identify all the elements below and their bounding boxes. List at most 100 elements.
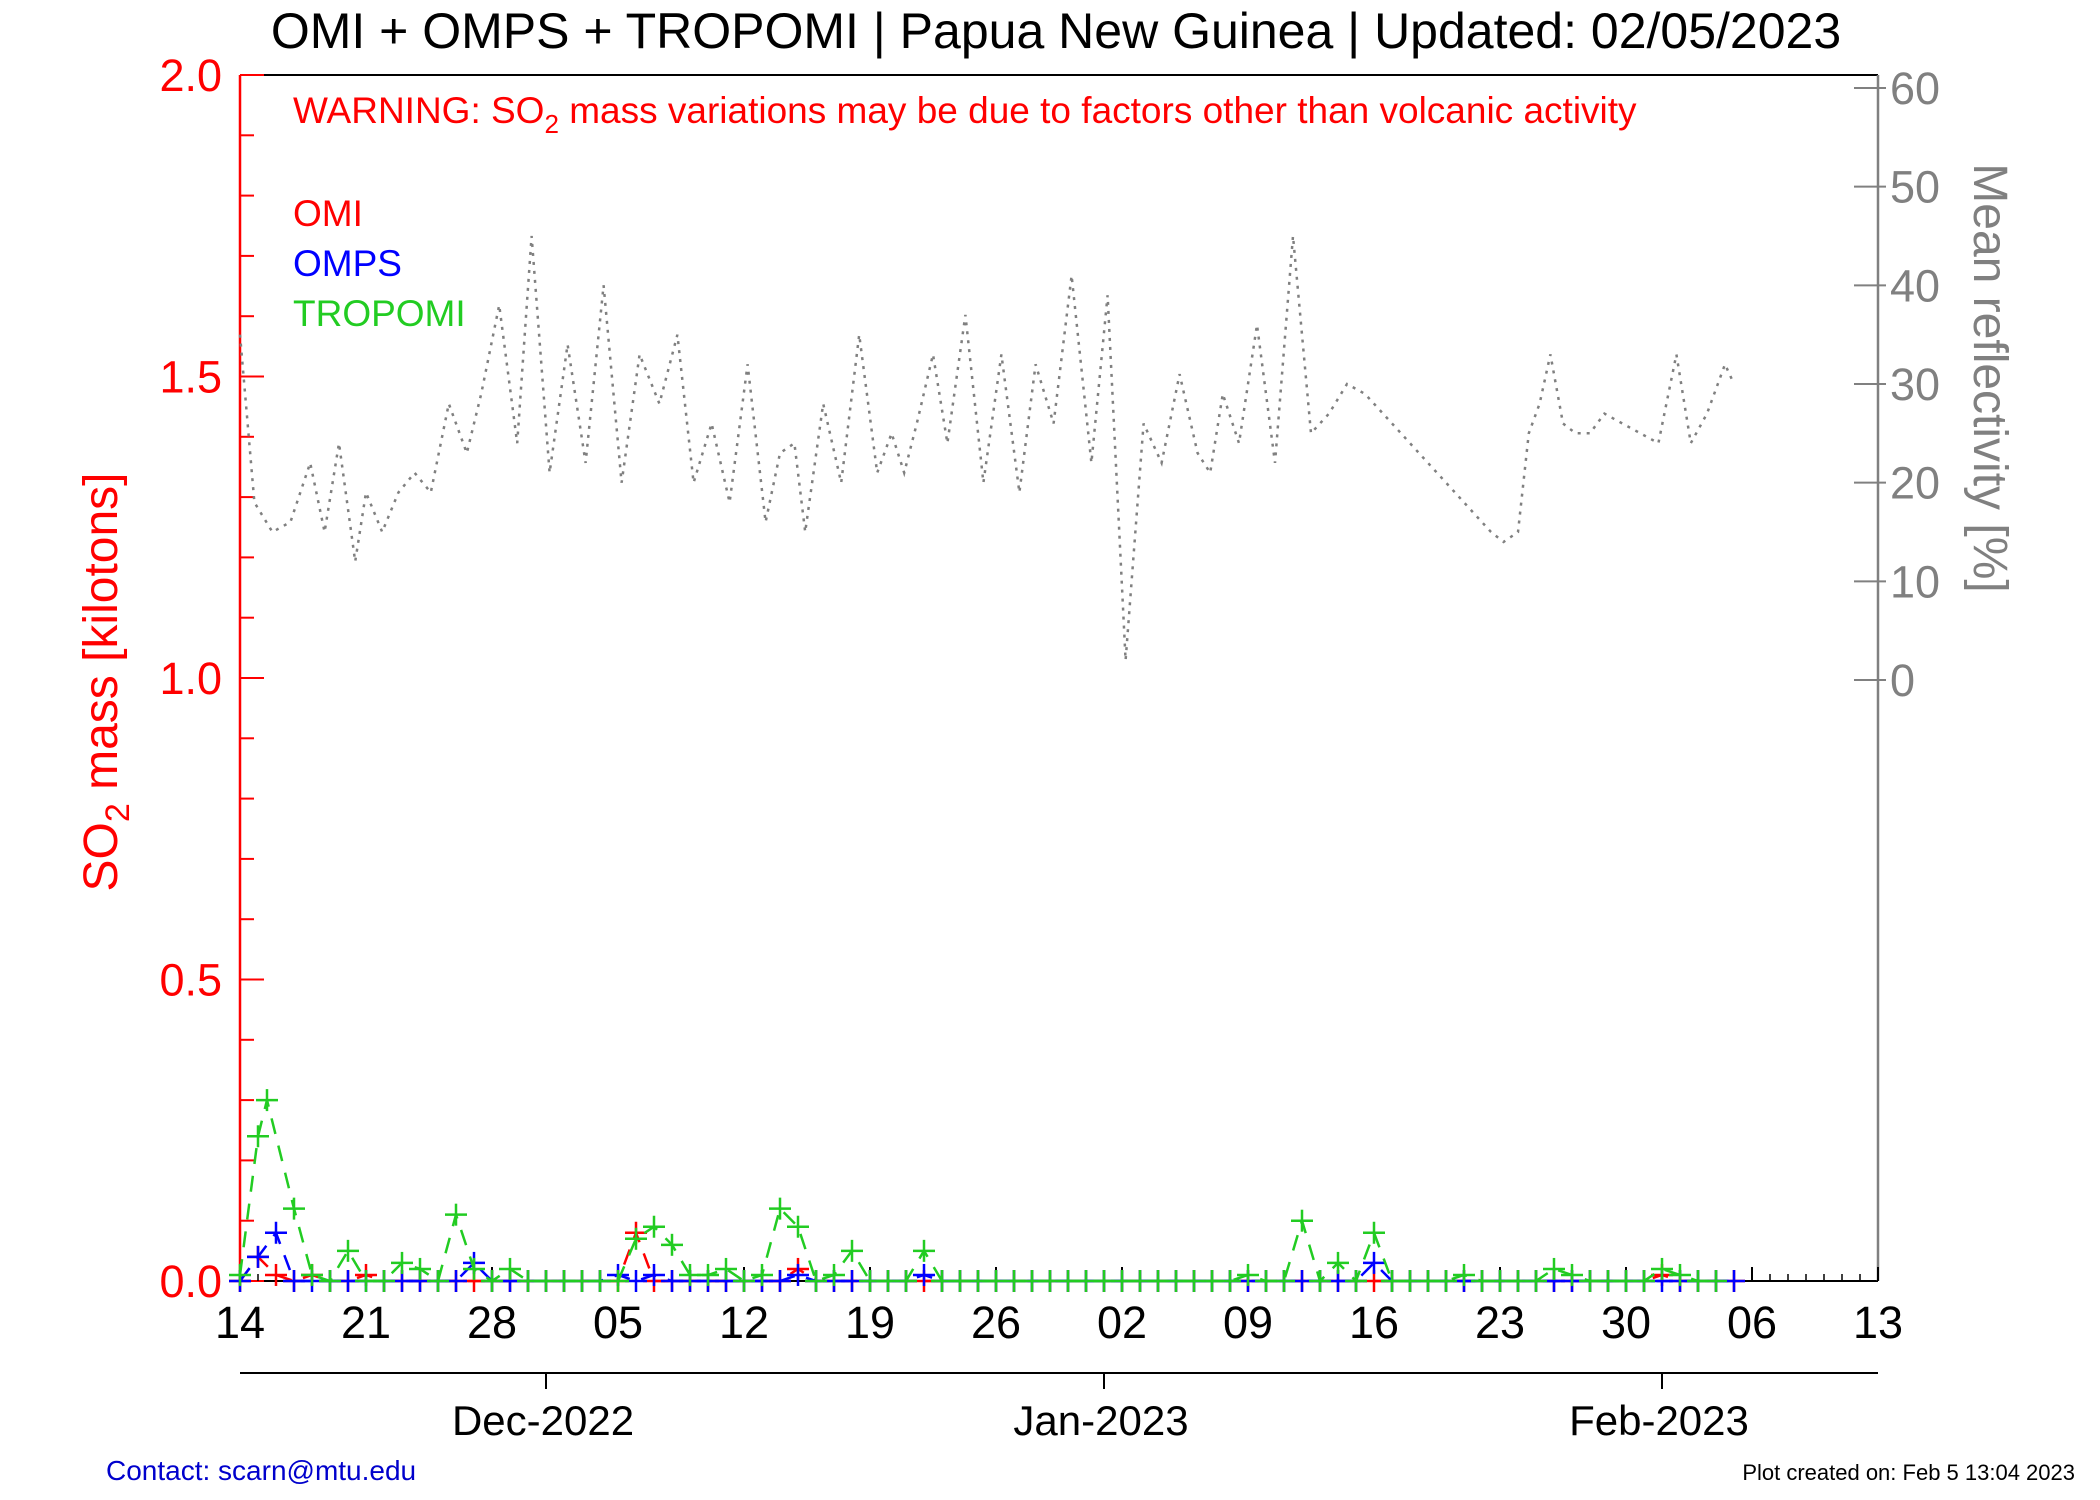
tropomi-point bbox=[229, 1263, 251, 1286]
tropomi-point bbox=[301, 1263, 323, 1286]
tropomi-point bbox=[697, 1263, 719, 1286]
tropomi-point bbox=[625, 1227, 647, 1250]
tropomi-point bbox=[247, 1125, 269, 1148]
tropomi-point bbox=[607, 1270, 629, 1292]
omps-point bbox=[1363, 1251, 1385, 1274]
left-tick-label: 2.0 bbox=[159, 50, 222, 101]
month-label: Dec-2022 bbox=[452, 1397, 634, 1444]
tropomi-point bbox=[481, 1270, 503, 1292]
tropomi-point bbox=[319, 1270, 341, 1292]
tropomi-point bbox=[787, 1215, 809, 1238]
x-tick-label: 30 bbox=[1601, 1297, 1651, 1348]
tropomi-point bbox=[1309, 1270, 1331, 1292]
right-tick-label: 10 bbox=[1890, 556, 1940, 607]
tropomi-point bbox=[1219, 1270, 1241, 1292]
tropomi-point bbox=[751, 1263, 773, 1286]
tropomi-point bbox=[283, 1197, 305, 1220]
tropomi-point bbox=[391, 1251, 413, 1274]
omps-point bbox=[913, 1263, 935, 1286]
month-axis: Dec-2022 Jan-2023 Feb-2023 bbox=[240, 1372, 1878, 1444]
tropomi-point bbox=[427, 1270, 449, 1292]
tropomi-point bbox=[1345, 1270, 1367, 1292]
omps-point bbox=[643, 1263, 665, 1286]
warning-text: WARNING: SO2 mass variations may be due … bbox=[293, 90, 1637, 139]
x-axis-ticks: 14 21 28 05 12 19 26 02 09 16 23 30 06 13 bbox=[215, 1267, 1903, 1348]
tropomi-point bbox=[1291, 1209, 1313, 1232]
left-axis-ticks: 0.0 0.5 1.0 1.5 2.0 bbox=[159, 50, 264, 1307]
warning-prefix: WARNING: SO bbox=[293, 90, 544, 131]
tropomi-point bbox=[463, 1257, 485, 1280]
tropomi-point bbox=[1651, 1257, 1673, 1280]
omi-point bbox=[265, 1263, 287, 1286]
right-tick-label: 60 bbox=[1890, 63, 1940, 114]
tropomi-point bbox=[661, 1233, 683, 1256]
x-tick-label: 02 bbox=[1097, 1297, 1147, 1348]
tropomi-point bbox=[1363, 1221, 1385, 1244]
tropomi-point bbox=[1525, 1270, 1547, 1292]
tropomi-point bbox=[1327, 1251, 1349, 1274]
series-layer bbox=[229, 235, 1745, 1292]
warning-subscript: 2 bbox=[544, 109, 558, 139]
tropomi-point bbox=[1633, 1270, 1655, 1292]
plot-frame bbox=[238, 74, 1880, 1282]
tropomi-point bbox=[409, 1257, 431, 1280]
tropomi-point bbox=[445, 1203, 467, 1226]
tropomi-point bbox=[895, 1270, 917, 1292]
left-tick-label: 0.0 bbox=[159, 1256, 222, 1307]
mean-reflectivity-line bbox=[238, 235, 1736, 661]
warning-suffix: mass variations may be due to factors ot… bbox=[559, 90, 1637, 131]
legend-tropomi: TROPOMI bbox=[293, 293, 466, 334]
tropomi-point bbox=[373, 1270, 395, 1292]
x-tick-label: 05 bbox=[593, 1297, 643, 1348]
x-tick-label: 26 bbox=[971, 1297, 1021, 1348]
right-tick-label: 50 bbox=[1890, 162, 1940, 213]
tropomi-point bbox=[1669, 1263, 1691, 1286]
left-axis-title-prefix: SO bbox=[75, 822, 128, 891]
omps-point bbox=[787, 1263, 809, 1286]
right-tick-label: 40 bbox=[1890, 260, 1940, 311]
x-tick-label: 06 bbox=[1727, 1297, 1777, 1348]
right-tick-label: 20 bbox=[1890, 458, 1940, 509]
tropomi-point bbox=[805, 1270, 827, 1292]
left-axis-title: SO2 mass [kilotons] bbox=[75, 472, 137, 891]
right-tick-label: 0 bbox=[1890, 655, 1915, 706]
omps-point bbox=[247, 1245, 269, 1268]
left-tick-label: 1.0 bbox=[159, 653, 222, 704]
tropomi-point bbox=[733, 1270, 755, 1292]
x-tick-label: 23 bbox=[1475, 1297, 1525, 1348]
omps-point bbox=[265, 1221, 287, 1244]
left-axis-title-subscript: 2 bbox=[99, 803, 137, 822]
x-tick-label: 19 bbox=[845, 1297, 895, 1348]
left-tick-label: 0.5 bbox=[159, 955, 222, 1006]
tropomi-point bbox=[1705, 1270, 1727, 1292]
contact-text: Contact: scarn@mtu.edu bbox=[106, 1455, 416, 1486]
created-text: Plot created on: Feb 5 13:04 2023 bbox=[1742, 1460, 2075, 1485]
tropomi-point bbox=[1273, 1270, 1295, 1292]
tropomi-point bbox=[715, 1257, 737, 1280]
tropomi-point bbox=[1435, 1270, 1457, 1292]
x-tick-label: 14 bbox=[215, 1297, 265, 1348]
tropomi-point bbox=[913, 1239, 935, 1262]
tropomi-point bbox=[1543, 1257, 1565, 1280]
x-tick-label: 16 bbox=[1349, 1297, 1399, 1348]
tropomi-point bbox=[841, 1239, 863, 1262]
omps-point bbox=[769, 1270, 791, 1292]
tropomi-line bbox=[238, 1099, 1716, 1284]
x-tick-label: 28 bbox=[467, 1297, 517, 1348]
right-axis-ticks: 0 10 20 30 40 50 60 bbox=[1854, 63, 1940, 706]
right-tick-label: 30 bbox=[1890, 359, 1940, 410]
tropomi-point bbox=[1237, 1263, 1259, 1286]
x-tick-label: 09 bbox=[1223, 1297, 1273, 1348]
legend-omi: OMI bbox=[293, 193, 363, 234]
tropomi-point bbox=[1561, 1263, 1583, 1286]
month-label: Feb-2023 bbox=[1569, 1397, 1749, 1444]
x-tick-label: 12 bbox=[719, 1297, 769, 1348]
month-label: Jan-2023 bbox=[1013, 1397, 1188, 1444]
tropomi-point bbox=[823, 1263, 845, 1286]
x-tick-label: 21 bbox=[341, 1297, 391, 1348]
legend: OMI OMPS TROPOMI bbox=[293, 193, 466, 334]
tropomi-point bbox=[499, 1257, 521, 1280]
tropomi-point bbox=[256, 1089, 278, 1112]
tropomi-point bbox=[769, 1197, 791, 1220]
tropomi-point bbox=[643, 1215, 665, 1238]
